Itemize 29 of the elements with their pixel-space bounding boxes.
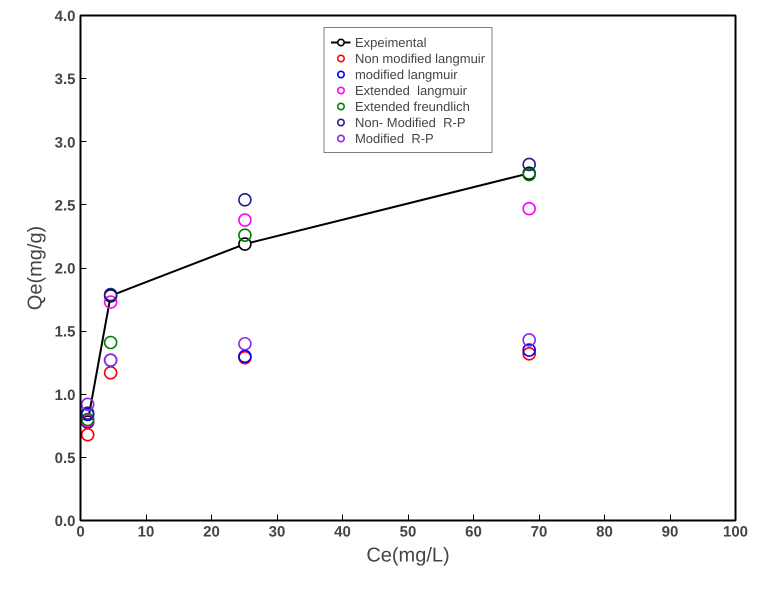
legend-label: modified langmuir [354,66,458,82]
y-tick-label: 2.0 [54,260,76,278]
y-tick-label: 1.0 [54,386,76,404]
y-tick-label: 0.5 [54,450,76,467]
x-axis-title: Ce(mg/L) [366,544,450,566]
x-tick-label: 100 [722,524,748,540]
y-tick-label: 1.5 [54,324,76,341]
legend-label: Extended langmuir [354,82,467,98]
y-tick-label: 4.0 [54,8,76,25]
x-tick-label: 90 [662,524,678,540]
legend-label: Extended freundlich [354,98,470,114]
x-tick-label: 10 [138,524,154,540]
y-tick-label: 3.0 [54,134,76,152]
x-tick-label: 80 [596,524,613,540]
legend-label: Modified R-P [354,130,434,146]
x-tick-label: 20 [203,524,220,540]
legend-label: Non modified langmuir [354,50,486,66]
x-tick-label: 0 [76,524,85,540]
x-tick-label: 50 [400,524,416,540]
legend-label: Non- Modified R-P [354,114,466,130]
y-tick-label: 3.5 [54,71,76,88]
y-tick-label: 2.5 [54,197,76,214]
x-tick-label: 40 [334,524,351,540]
legend-label: Expeimental [354,34,427,50]
x-tick-label: 60 [465,524,482,540]
y-tick-label: 0.0 [54,513,76,530]
x-tick-label: 30 [268,524,286,540]
x-tick-label: 70 [530,524,548,540]
y-axis-title: Qe(mg/g) [24,226,47,310]
